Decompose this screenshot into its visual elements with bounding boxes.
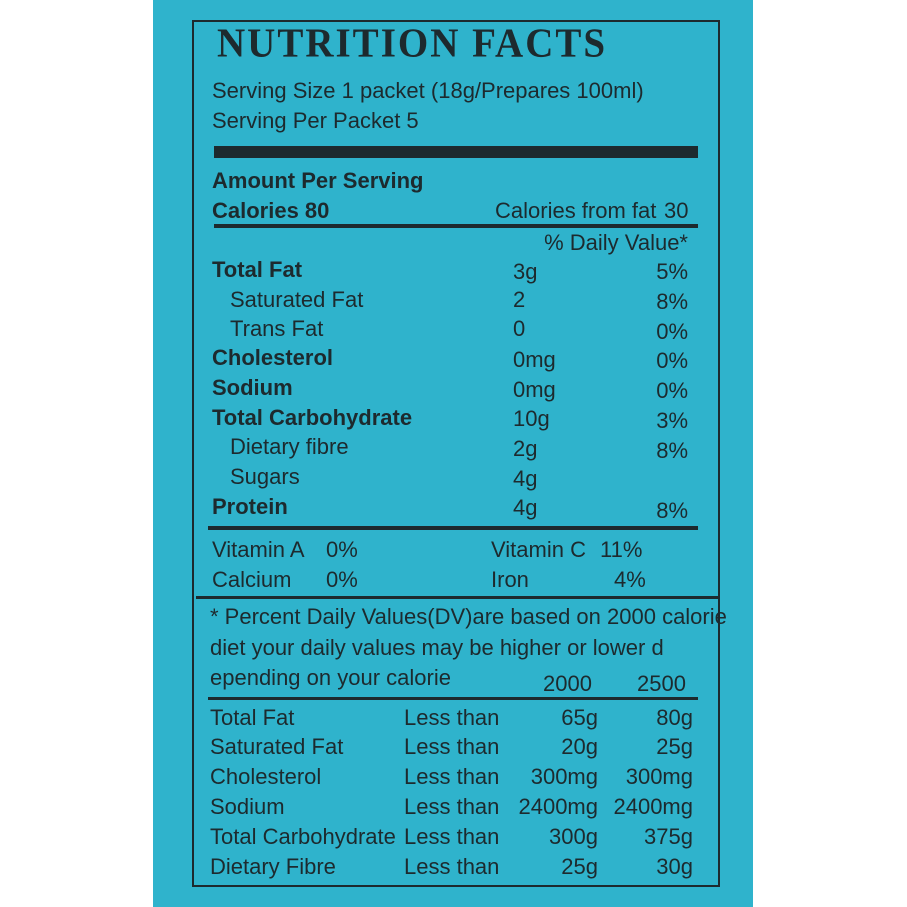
nutrient-amount: 3g bbox=[513, 259, 538, 284]
servings-per-packet: Serving Per Packet 5 bbox=[212, 108, 419, 133]
nutrient-name: Protein bbox=[212, 494, 288, 519]
nutrient-name: Total Fat bbox=[212, 257, 303, 282]
nutrient-name: Cholesterol bbox=[212, 345, 334, 370]
calories-divider bbox=[214, 224, 698, 228]
footnote-line: * Percent Daily Values(DV)are based on 2… bbox=[210, 604, 727, 629]
label-frame bbox=[192, 20, 720, 887]
reference-row-name: Saturated Fat bbox=[210, 734, 344, 759]
vitamin-name: Vitamin A bbox=[212, 537, 305, 562]
footnote-line: diet your daily values may be higher or … bbox=[210, 635, 664, 660]
reference-row-2000: 20g bbox=[561, 734, 598, 759]
reference-column-header: 2000 bbox=[543, 671, 592, 696]
nutrient-amount: 2 bbox=[513, 287, 526, 312]
nutrient-dv: 8% bbox=[656, 289, 688, 314]
vitamin-name: Iron bbox=[491, 567, 529, 592]
calories-from-fat-label: Calories from fat bbox=[495, 198, 657, 223]
reference-row-qualifier: Less than bbox=[404, 734, 500, 759]
vitamin-value: 4% bbox=[614, 567, 646, 592]
nutrient-amount: 0 bbox=[513, 316, 526, 341]
nutrient-dv: 0% bbox=[656, 378, 688, 403]
reference-row-qualifier: Less than bbox=[404, 705, 500, 730]
reference-row-2000: 25g bbox=[561, 854, 598, 879]
amount-per-serving: Amount Per Serving bbox=[212, 168, 424, 193]
label-title: NUTRITION FACTS bbox=[217, 20, 608, 67]
reference-row-2000: 2400mg bbox=[518, 794, 598, 819]
reference-row-2500: 375g bbox=[644, 824, 693, 849]
calories-from-fat-value: 30 bbox=[664, 198, 689, 223]
footnote-divider bbox=[196, 596, 718, 599]
nutrient-name: Dietary fibre bbox=[230, 434, 349, 459]
nutrient-amount: 2g bbox=[513, 436, 538, 461]
nutrient-name: Total Carbohydrate bbox=[212, 405, 413, 430]
reference-row-2500: 25g bbox=[656, 734, 693, 759]
vitamin-name: Vitamin C bbox=[491, 537, 586, 562]
reference-row-2000: 300g bbox=[549, 824, 598, 849]
calories: Calories 80 bbox=[212, 198, 330, 223]
nutrient-name: Trans Fat bbox=[230, 316, 324, 341]
reference-row-2000: 65g bbox=[561, 705, 598, 730]
nutrient-amount: 10g bbox=[513, 406, 550, 431]
reference-row-2500: 2400mg bbox=[613, 794, 693, 819]
daily-value-header: % Daily Value* bbox=[544, 230, 688, 255]
nutrient-amount: 4g bbox=[513, 466, 538, 491]
reference-row-qualifier: Less than bbox=[404, 824, 500, 849]
vitamin-value: 0% bbox=[326, 567, 358, 592]
reference-row-2500: 30g bbox=[656, 854, 693, 879]
nutrient-dv: 8% bbox=[656, 438, 688, 463]
reference-row-2000: 300mg bbox=[530, 764, 598, 789]
reference-row-2500: 80g bbox=[656, 705, 693, 730]
reference-row-name: Cholesterol bbox=[210, 764, 322, 789]
reference-row-qualifier: Less than bbox=[404, 764, 500, 789]
nutrient-dv: 3% bbox=[656, 408, 688, 433]
nutrient-dv: 5% bbox=[656, 259, 688, 284]
reference-row-qualifier: Less than bbox=[404, 854, 500, 879]
vitamins-divider bbox=[208, 526, 698, 530]
footnote-line: epending on your calorie bbox=[210, 665, 451, 690]
nutrient-dv: 8% bbox=[656, 498, 688, 523]
vitamin-value: 0% bbox=[326, 537, 358, 562]
nutrient-name: Sugars bbox=[230, 464, 300, 489]
nutrient-amount: 0mg bbox=[513, 377, 556, 402]
reference-row-2500: 300mg bbox=[625, 764, 693, 789]
thick-divider bbox=[214, 146, 698, 158]
reference-row-name: Total Fat bbox=[210, 705, 295, 730]
reference-column-header: 2500 bbox=[637, 671, 686, 696]
nutrient-name: Saturated Fat bbox=[230, 287, 364, 312]
serving-size: Serving Size 1 packet (18g/Prepares 100m… bbox=[212, 78, 644, 103]
nutrient-amount: 0mg bbox=[513, 347, 556, 372]
nutrient-dv: 0% bbox=[656, 348, 688, 373]
reference-row-name: Total Carbohydrate bbox=[210, 824, 396, 849]
reference-divider bbox=[208, 697, 698, 700]
nutrient-amount: 4g bbox=[513, 495, 538, 520]
reference-row-name: Dietary Fibre bbox=[210, 854, 336, 879]
nutrient-name: Sodium bbox=[212, 375, 293, 400]
nutrient-dv: 0% bbox=[656, 319, 688, 344]
reference-row-name: Sodium bbox=[210, 794, 285, 819]
vitamin-value: 11% bbox=[600, 537, 643, 562]
vitamin-name: Calcium bbox=[212, 567, 292, 592]
reference-row-qualifier: Less than bbox=[404, 794, 500, 819]
